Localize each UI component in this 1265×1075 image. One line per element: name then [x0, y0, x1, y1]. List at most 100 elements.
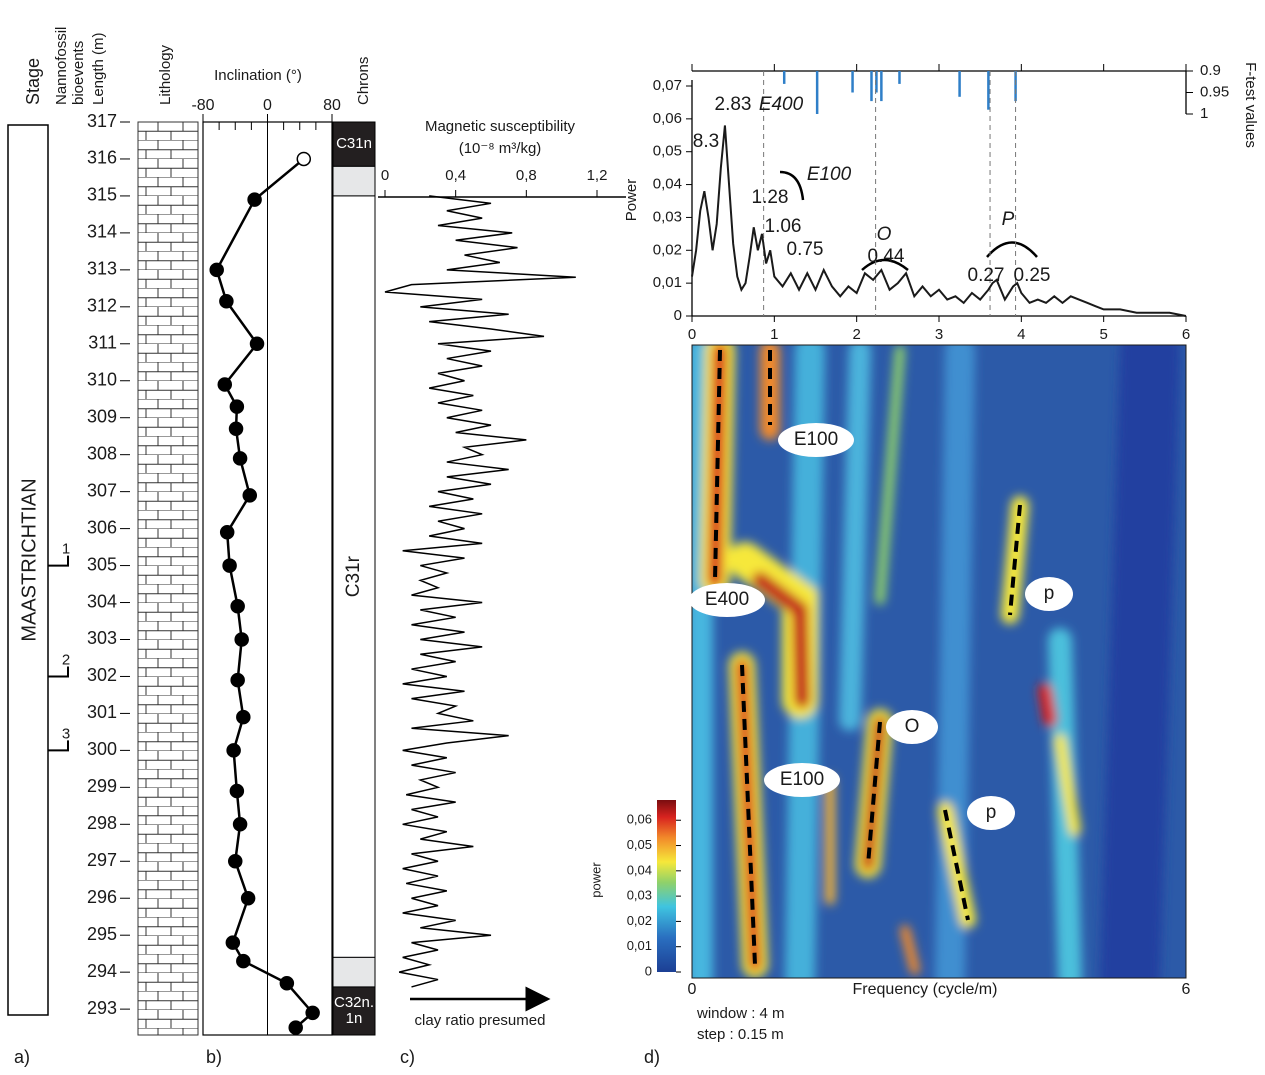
peak-annotation: 1.06: [765, 216, 802, 237]
y-tick-label: 0,05: [653, 143, 682, 160]
inclination-point: [236, 953, 251, 969]
inclination-point: [228, 854, 243, 869]
x-tick-label: 0,4: [445, 167, 466, 184]
peak-annotation: E100: [807, 164, 852, 185]
depth-tick-label: 306: [87, 517, 117, 537]
stage-name: MAASTRICHTIAN: [18, 478, 40, 641]
inclination-point: [228, 421, 244, 437]
depth-tick-label: 309: [87, 406, 117, 426]
colorbar-tick-label: 0,05: [627, 837, 652, 852]
chron-label: C31r: [343, 555, 364, 597]
ridge-label: E100: [794, 429, 838, 450]
x-tick-label: 0,8: [516, 167, 537, 184]
lithology-header: Lithology: [157, 44, 174, 105]
depth-tick-label: 310: [87, 369, 117, 389]
inclination-point: [249, 336, 265, 352]
ridge-label-bg: [886, 710, 938, 744]
ridge-label-bg: [689, 583, 765, 617]
x-tick-label: 5: [1099, 326, 1107, 343]
depth-tick-label: 300: [87, 739, 117, 759]
inclination-point: [217, 377, 233, 392]
ridge-label: E400: [705, 589, 749, 610]
bioevent-bracket: [48, 666, 69, 678]
peak-annotation: O: [877, 224, 892, 245]
spectrogram: [692, 345, 1186, 978]
inclination-point: [229, 399, 245, 414]
inclination-point: [296, 151, 312, 167]
peak-annotation: E400: [759, 94, 804, 115]
depth-tick-label: 308: [87, 443, 117, 463]
chart-title: Magnetic susceptibility: [425, 118, 576, 135]
bioevents-header: bioevents: [70, 41, 87, 105]
inclination-point: [219, 294, 234, 309]
susceptibility-line: [384, 195, 576, 988]
colorbar-tick-label: 0,06: [627, 812, 652, 827]
chron-label: C31n: [336, 135, 372, 152]
x-tick-label: 4: [1017, 326, 1025, 343]
colorbar-tick-label: 0,03: [627, 888, 652, 903]
lithology: [137, 121, 199, 1036]
bioevent-bracket: [48, 555, 69, 567]
ridge-label-bg: [967, 796, 1015, 830]
inclination-point: [230, 598, 245, 614]
ridge-label: p: [986, 802, 997, 823]
step-label: step : 0.15 m: [697, 1026, 784, 1043]
colorbar: [657, 800, 676, 972]
x-axis-title: Frequency (cycle/m): [853, 981, 998, 998]
inclination-point: [236, 709, 251, 725]
power-line: [691, 125, 1187, 317]
depth-tick-label: 305: [87, 554, 117, 574]
y-tick-label: 0,04: [653, 176, 682, 193]
depth-tick-label: 302: [87, 665, 117, 685]
bioevent-label: 1: [62, 541, 70, 558]
peak-annotation: 0.44: [868, 246, 905, 267]
x-tick-label: 3: [935, 326, 943, 343]
depth-tick-label: 316: [87, 148, 117, 168]
f-tick-label: 0.9: [1200, 62, 1221, 79]
depth-tick-label: 312: [87, 296, 117, 316]
depth-tick-label: 301: [87, 702, 117, 722]
depth-tick-label: 304: [87, 591, 117, 611]
inclination-point: [226, 743, 241, 758]
inclination-line: [215, 158, 315, 1029]
inclination-point: [222, 558, 237, 573]
depth-tick-label: 299: [87, 776, 117, 796]
chron: [332, 195, 376, 958]
depth-tick-label: 296: [87, 887, 117, 907]
inclination-point: [247, 192, 262, 207]
stage-box: [7, 124, 49, 1016]
colorbar-tick-label: 0,04: [627, 862, 652, 877]
inclination-point: [219, 525, 235, 540]
colorbar-tick-label: 0,01: [627, 938, 652, 953]
colorbar-title: power: [588, 862, 603, 898]
chron: [332, 121, 376, 167]
ridge-label-bg: [764, 763, 840, 797]
peak-annotation: 0.75: [787, 239, 824, 260]
clay-label: clay ratio presumed: [415, 1012, 546, 1029]
length-header: Length (m): [90, 32, 107, 105]
peak-annotation: P: [1002, 209, 1015, 230]
chron-label: C32n.: [334, 994, 374, 1011]
chron: [332, 986, 376, 1036]
inclination-point: [234, 632, 249, 647]
x-tick-label: 2: [852, 326, 860, 343]
ridge-label-bg: [1025, 577, 1073, 611]
depth-tick-label: 307: [87, 480, 117, 500]
chron: [332, 165, 376, 197]
peak-annotation: 8.3: [693, 131, 719, 152]
x-axis-title: Inclination (°): [214, 67, 302, 84]
inclination-point: [230, 672, 245, 688]
heatmap-frame: [691, 344, 1187, 979]
depth-tick-label: 294: [87, 961, 117, 981]
bioevent-bracket: [48, 740, 69, 752]
x-tick-label: 0: [688, 326, 696, 343]
bioevent-label: 3: [62, 725, 70, 742]
y-tick-label: 0,02: [653, 241, 682, 258]
inclination-point: [240, 890, 256, 906]
peak-annotation: 2.83: [715, 94, 752, 115]
depth-tick-label: 317: [87, 111, 117, 131]
inclination-point: [288, 1020, 303, 1035]
x-tick-label: 6: [1182, 981, 1191, 998]
inclination-point: [225, 935, 241, 950]
depth-tick-label: 313: [87, 259, 117, 279]
